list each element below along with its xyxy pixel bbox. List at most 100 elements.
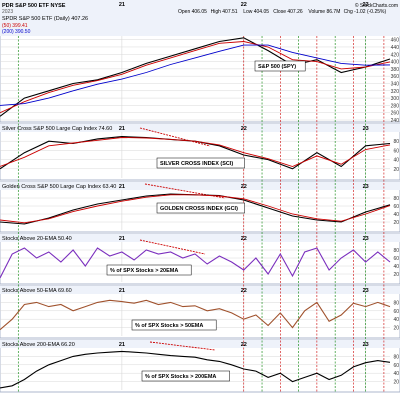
panel-spy-tick-label-6: 340 [391,81,400,87]
panel-ema20-tick-label-1: 60 [393,256,399,262]
panel-spy-tick-label-2: 420 [391,52,400,58]
panel-ema20-series-0 [0,247,391,279]
panel-ema50-x-label-1: 22 [241,288,247,294]
panel-ema200-tick-label-3: 20 [393,380,399,386]
header-quote-2: Low 404.05 [243,9,269,15]
panel-ema50-title: Stocks Above 50-EMA 69.60 [2,288,72,294]
header-watermark: © StockCharts.com [355,2,398,9]
panel-ema50-tick-label-1: 60 [393,309,399,315]
header-quote-0: Open 406.05 [178,9,207,15]
panel-ema50-x-label-2: 23 [363,288,369,294]
panel-ema50-header-band [0,286,400,294]
panel-ema50-tick-label-2: 40 [393,317,399,323]
panel-spy-annotation-box [254,60,306,72]
header-quote-5: Chg -1.02 (-0.25%) [344,9,387,15]
panel-gci-tick-label-2: 40 [393,212,399,218]
panel-gci-x-label-2: 23 [363,184,369,190]
panel-spy-header-band [0,0,400,36]
panel-gci-x-label-0: 21 [119,184,125,190]
panel-sci-x-label-1: 22 [241,126,247,132]
panel-ema50-annotation-box [131,319,217,331]
panel-gci-header-band [0,182,400,190]
panel-sci-tick-label-2: 40 [393,158,399,164]
panel-ema20-x-label-2: 23 [363,236,369,242]
panel-ema20-tick-label-0: 80 [393,248,399,254]
panel-ema200-tick-label-0: 80 [393,354,399,360]
panel-spy-tick-label-10: 260 [391,111,400,117]
panel-ema200-frame [0,339,400,393]
panel-sci-tick-label-0: 80 [393,139,399,145]
panel-ema200-header-band [0,340,400,348]
panel-sci-tick-label-1: 60 [393,148,399,154]
panel-ema200-x-label-1: 22 [241,342,247,348]
panel-spy-x-label-2: 23 [363,2,369,8]
panel-sci-x-label-0: 21 [119,126,125,132]
header-ma50: (50) 399.41 [2,23,28,29]
panel-ema200-x-label-0: 21 [119,342,125,348]
panel-spy-annotation: S&P 500 (SPY) [258,64,296,70]
panel-sci-header-band [0,124,400,132]
panel-spy-tick-label-4: 380 [391,67,400,73]
header-ma200: (200) 390.50 [2,29,31,35]
panel-spy-tick-label-11: 240 [391,118,400,124]
panel-gci-tick-label-0: 80 [393,196,399,202]
panel-spy-tick-label-5: 360 [391,74,400,80]
panel-ema20-x-label-0: 21 [119,236,125,242]
panel-spy-x-label-1: 22 [241,2,247,8]
panel-ema20-tick-label-3: 20 [393,272,399,278]
panel-spy-series-2 [0,44,391,106]
panel-ema200-tick-label-2: 40 [393,371,399,377]
panel-gci-annotation: GOLDEN CROSS INDEX (GCI) [160,206,238,212]
panel-sci-annotation: SILVER CROSS INDEX (SCI) [160,161,233,167]
panel-sci-annotation-box [156,157,245,169]
panel-ema200-annotation: % of SPX Stocks > 200EMA [145,374,216,380]
panel-ema20-tick-label-2: 40 [393,264,399,270]
panel-sci-series-1 [0,137,391,167]
trend-line-0 [139,127,211,147]
panel-gci-tick-label-3: 20 [393,220,399,226]
panel-sci-x-label-2: 23 [363,126,369,132]
panel-spy-tick-label-7: 320 [391,89,400,95]
panel-ema200-x-label-2: 23 [363,342,369,348]
panel-sci-title: Silver Cross S&P 500 Large Cap Index 74.… [2,126,112,132]
panel-gci-x-label-1: 22 [241,184,247,190]
panel-spy-tick-label-8: 300 [391,96,400,102]
panel-sci-frame [0,123,400,181]
panel-spy-series-1 [0,41,391,114]
trend-line-2 [139,239,206,255]
panel-ema20-annotation-box [106,264,192,276]
panel-ema50-series-0 [0,299,391,331]
panel-ema50-tick-label-0: 80 [393,300,399,306]
panel-gci-tick-label-1: 60 [393,204,399,210]
header-date: 2023 [2,9,13,15]
panel-ema50-tick-label-3: 20 [393,326,399,332]
panel-ema20-title: Stocks Above 20-EMA 50.40 [2,236,72,242]
panel-ema200-title: Stocks Above 200-EMA 66.20 [2,342,75,348]
panel-gci-title: Golden Cross S&P 500 Large Cap Index 63.… [2,184,116,190]
panel-spy-title: SPDR S&P 500 ETF (Daily) 407.26 [2,16,88,22]
panel-spy-tick-label-3: 400 [391,60,400,66]
panel-gci-annotation-box [156,202,245,214]
panel-ema200-annotation-box [141,370,230,382]
panel-spy-tick-label-9: 280 [391,103,400,109]
panel-sci-tick-label-3: 20 [393,167,399,173]
header-quote-4: Volume 86.7M [308,9,340,15]
header-title: PDR S&P 500 ETF NYSE [2,3,66,9]
panel-ema20-header-band [0,234,400,242]
panel-spy-tick-label-0: 460 [391,38,400,44]
trend-line-3 [149,341,216,351]
header-quote-1: High 407.51 [211,9,238,15]
series-layer [0,37,391,389]
header-quote-3: Close 407.26 [273,9,303,15]
panel-ema20-annotation: % of SPX Stocks > 20EMA [110,268,178,274]
panel-ema50-annotation: % of SPX Stocks > 50EMA [135,323,203,329]
panel-gci-series-1 [0,194,391,224]
panel-spy-x-label-0: 21 [119,2,125,8]
panel-spy-tick-label-1: 440 [391,45,400,51]
panel-ema200-tick-label-1: 60 [393,363,399,369]
panel-ema20-x-label-1: 22 [241,236,247,242]
panel-ema200-series-0 [0,350,391,389]
